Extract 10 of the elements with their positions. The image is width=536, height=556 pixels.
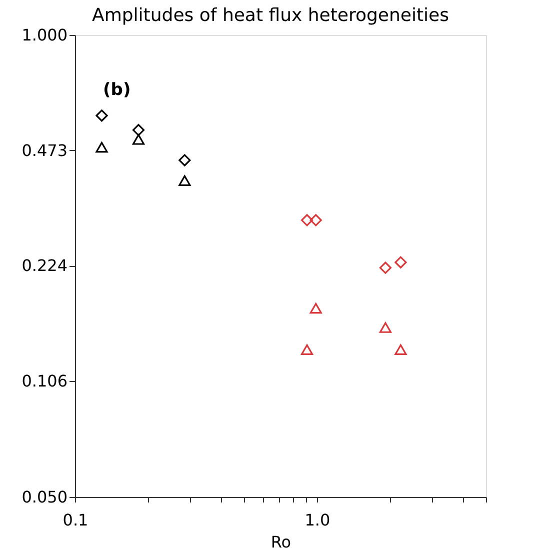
- x-tick-label: 1.0: [304, 510, 330, 530]
- chart-title: Amplitudes of heat flux heterogeneities: [92, 5, 449, 26]
- y-tick-label: 0.473: [22, 140, 68, 160]
- y-tick-label: 0.106: [22, 372, 68, 391]
- y-tick-label: 1.000: [22, 26, 68, 44]
- x-axis-title: Ro: [270, 532, 292, 552]
- y-tick-label: 0.224: [22, 256, 68, 276]
- annotation: (b): [103, 80, 131, 100]
- x-tick-label: 0.1: [62, 510, 88, 530]
- y-tick-label: 0.050: [22, 488, 68, 506]
